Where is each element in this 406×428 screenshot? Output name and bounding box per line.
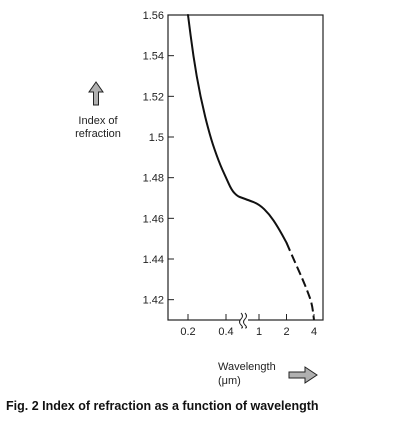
series-line-dashed	[285, 242, 315, 321]
y-tick-label: 1.56	[143, 10, 164, 22]
y-axis-label-line-2: refraction	[75, 128, 121, 140]
y-tick-label: 1.48	[143, 173, 164, 185]
y-tick-label: 1.54	[143, 51, 164, 63]
x-tick-label: 0.4	[218, 326, 233, 338]
series-group	[187, 14, 315, 321]
x-axis-label-line-1: Wavelength	[218, 361, 276, 373]
x-tick-label: 4	[311, 326, 317, 338]
y-axis-label-group: Index of refraction	[75, 81, 121, 140]
y-axis-label-line-1: Index of	[78, 115, 118, 127]
x-axis-label-group: Wavelength (μm)	[218, 361, 318, 387]
y-tick-label: 1.52	[143, 91, 164, 103]
right-arrow-icon	[288, 366, 318, 384]
y-tick-label: 1.44	[143, 254, 164, 266]
x-tick-label: 2	[283, 326, 289, 338]
y-axis-ticks: 1.42 1.44 1.46 1.48 1.5 1.52 1.54 1.56	[143, 10, 174, 307]
x-axis-ticks: 0.2 0.4 1 2 4	[180, 312, 317, 338]
figure-caption: Fig. 2 Index of refraction as a function…	[6, 399, 319, 413]
y-tick-label: 1.42	[143, 295, 164, 307]
up-arrow-icon	[88, 81, 104, 106]
y-tick-label: 1.5	[149, 132, 164, 144]
axis-break-mark	[239, 312, 243, 329]
y-tick-label: 1.46	[143, 213, 164, 225]
x-tick-label: 1	[256, 326, 262, 338]
series-line-solid	[187, 14, 288, 244]
x-axis-label-line-2: (μm)	[218, 375, 241, 387]
x-tick-label: 0.2	[180, 326, 195, 338]
axis-break-mark	[243, 312, 247, 329]
